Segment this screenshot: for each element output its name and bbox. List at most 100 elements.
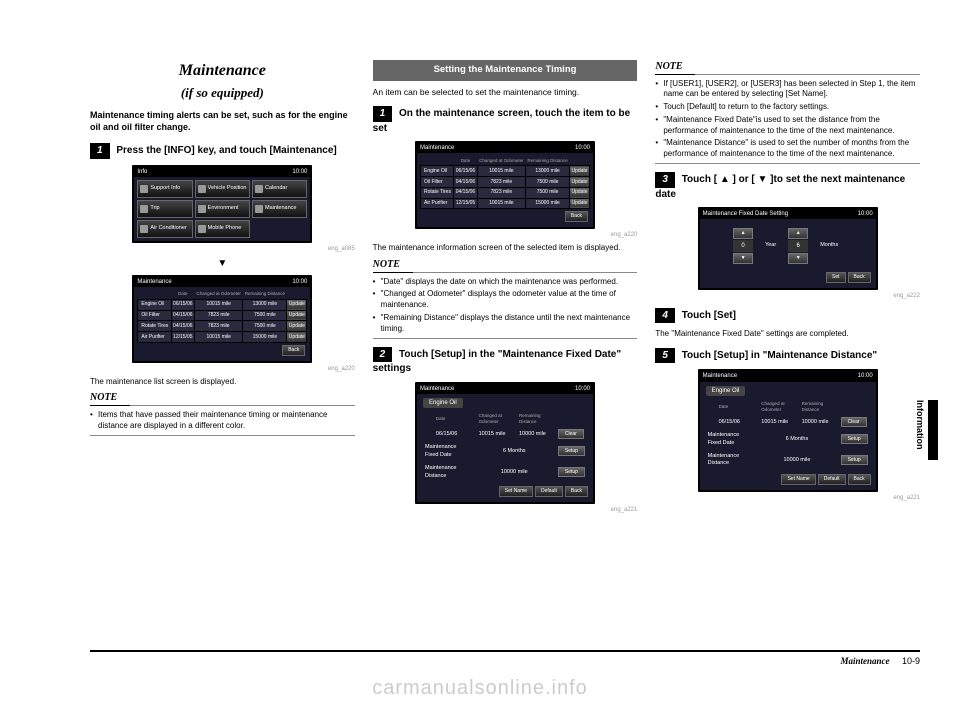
item-pill: Engine Oil <box>423 398 463 408</box>
fixed-date-screenshot: Maintenance Fixed Date Setting 10:00 ▲ 0… <box>698 207 878 289</box>
note-list: "Date" displays the date on which the ma… <box>373 277 638 335</box>
step-number: 4 <box>655 308 675 324</box>
support-icon <box>140 185 148 193</box>
setup-button: Setup <box>841 455 868 465</box>
up-arrow-icon: ▲ <box>788 228 808 239</box>
screen-time: 10:00 <box>575 144 590 152</box>
caption: eng_a221 <box>655 494 920 502</box>
info-btn: Mobile Phone <box>195 220 250 238</box>
page-number: 10-9 <box>902 656 920 666</box>
step-text: Touch [Set] <box>682 310 736 321</box>
setup-button: Setup <box>558 467 585 477</box>
step-text: Touch [Setup] in the "Maintenance Fixed … <box>373 349 621 375</box>
table-row: Oil Filter04/15/067823 mile7500 mileUpda… <box>421 177 590 188</box>
clear-button: Clear <box>841 417 867 427</box>
table-row: Air Purifier12/15/0510015 mile15000 mile… <box>421 198 590 209</box>
step-number: 2 <box>373 347 393 363</box>
note-item: "Maintenance Distance" is used to set th… <box>655 138 920 160</box>
screen-title: Info <box>137 168 147 176</box>
step-number: 5 <box>655 348 675 364</box>
note-label: NOTE <box>655 60 695 75</box>
caption: eng_a085 <box>90 245 355 253</box>
back-button: Back <box>282 345 305 356</box>
note-item: If [USER1], [USER2], or [USER3] has been… <box>655 79 920 101</box>
item-pill: Engine Oil <box>706 386 746 396</box>
note-item: "Changed at Odometer" displays the odome… <box>373 289 638 311</box>
table-row: Rotate Tires04/15/067823 mile7500 mileUp… <box>421 187 590 198</box>
page-title: Maintenance <box>90 60 355 82</box>
maintenance-table: DateChanged at OdometerRemaining Distanc… <box>420 156 590 209</box>
down-arrow-icon: ▼ <box>733 253 753 264</box>
month-label: Months <box>816 242 842 249</box>
down-arrow-icon: ▼ <box>788 253 808 264</box>
back-button: Back <box>565 486 588 497</box>
note-item: "Date" displays the date on which the ma… <box>373 277 638 288</box>
step-5: 5 Touch [Setup] in "Maintenance Distance… <box>655 348 920 364</box>
screen-time: 10:00 <box>858 372 873 380</box>
screen-title: Maintenance Fixed Date Setting <box>703 210 788 218</box>
ac-icon <box>140 225 148 233</box>
note-item: Touch [Default] to return to the factory… <box>655 102 920 113</box>
table-row: Oil Filter04/15/067823 mile7500 mileUpda… <box>138 310 307 321</box>
body-text: An item can be selected to set the maint… <box>373 87 638 98</box>
watermark: carmanualsonline.info <box>0 677 960 700</box>
note-list: Items that have passed their maintenance… <box>90 410 355 432</box>
detail-screenshot-2: Maintenance 10:00 Engine Oil DateChanged… <box>698 369 878 491</box>
intro-text: Maintenance timing alerts can be set, su… <box>90 109 355 133</box>
caption: eng_a221 <box>373 506 638 514</box>
section-header: Setting the Maintenance Timing <box>373 60 638 81</box>
screen-title: Maintenance <box>420 144 454 152</box>
setname-button: Set Name <box>781 474 815 485</box>
step-number: 1 <box>90 143 110 159</box>
info-btn: Trip <box>137 200 192 218</box>
default-button: Default <box>818 474 846 485</box>
page-subtitle: (if so equipped) <box>90 84 355 102</box>
maint-icon <box>255 205 263 213</box>
maintenance-list-screenshot: Maintenance 10:00 DateChanged at Odomete… <box>132 275 312 363</box>
default-button: Default <box>535 486 563 497</box>
year-label: Year <box>761 242 780 249</box>
step-1: 1 Press the [INFO] key, and touch [Maint… <box>90 143 355 159</box>
step-4: 4 Touch [Set] <box>655 308 920 324</box>
screen-title: Maintenance <box>703 372 737 380</box>
month-value: 6 <box>788 240 808 252</box>
step-text: On the maintenance screen, touch the ite… <box>373 108 631 134</box>
phone-icon <box>198 225 206 233</box>
env-icon <box>198 205 206 213</box>
caption: eng_a220 <box>373 231 638 239</box>
year-spinner: ▲ 0 ▼ <box>733 228 753 264</box>
page-footer: Maintenance 10-9 <box>90 650 920 666</box>
detail-screenshot: Maintenance 10:00 Engine Oil DateChanged… <box>415 382 595 504</box>
table-row: 06/15/0610015 mile10000 mileClear <box>422 429 588 440</box>
note-item: "Remaining Distance" displays the distan… <box>373 313 638 335</box>
side-tab: Information <box>915 400 938 460</box>
step-number: 3 <box>655 172 675 188</box>
screen-time: 10:00 <box>858 210 873 218</box>
screen-title: Maintenance <box>137 278 171 286</box>
info-btn: Maintenance <box>252 200 307 218</box>
table-row: Air Purifier12/15/0510015 mile15000 mile… <box>138 332 307 343</box>
table-row: Engine Oil06/15/0610015 mile13000 mileUp… <box>138 299 307 310</box>
info-btn: Vehicle Position <box>195 180 250 198</box>
down-arrow-icon: ▼ <box>90 257 355 271</box>
info-btn: Air Conditioner <box>137 220 192 238</box>
caption: eng_a222 <box>655 292 920 300</box>
table-row: Maintenance Fixed Date6 MonthsSetup <box>705 430 871 449</box>
maintenance-table: DateChanged at OdometerRemaining Distanc… <box>137 290 307 343</box>
month-spinner: ▲ 6 ▼ <box>788 228 808 264</box>
caption: eng_a220 <box>90 365 355 373</box>
setup-button: Setup <box>558 446 585 456</box>
table-row: Maintenance Fixed Date6 MonthsSetup <box>422 442 588 461</box>
position-icon <box>198 185 206 193</box>
table-row: Rotate Tires04/15/067823 mile7500 mileUp… <box>138 321 307 332</box>
table-row: Engine Oil06/15/0610015 mile13000 mileUp… <box>421 166 590 177</box>
screen-time: 10:00 <box>292 168 307 176</box>
info-btn: Environment <box>195 200 250 218</box>
setname-button: Set Name <box>499 486 533 497</box>
set-button: Set <box>826 272 846 283</box>
detail-table: DateChanged at OdometerRemaining Distanc… <box>420 409 590 484</box>
step-2: 2 Touch [Setup] in the "Maintenance Fixe… <box>373 347 638 376</box>
step-text: Touch [ ▲ ] or [ ▼ ]to set the next main… <box>655 174 905 200</box>
screen-title: Maintenance <box>420 385 454 393</box>
info-btn: Support Info <box>137 180 192 198</box>
